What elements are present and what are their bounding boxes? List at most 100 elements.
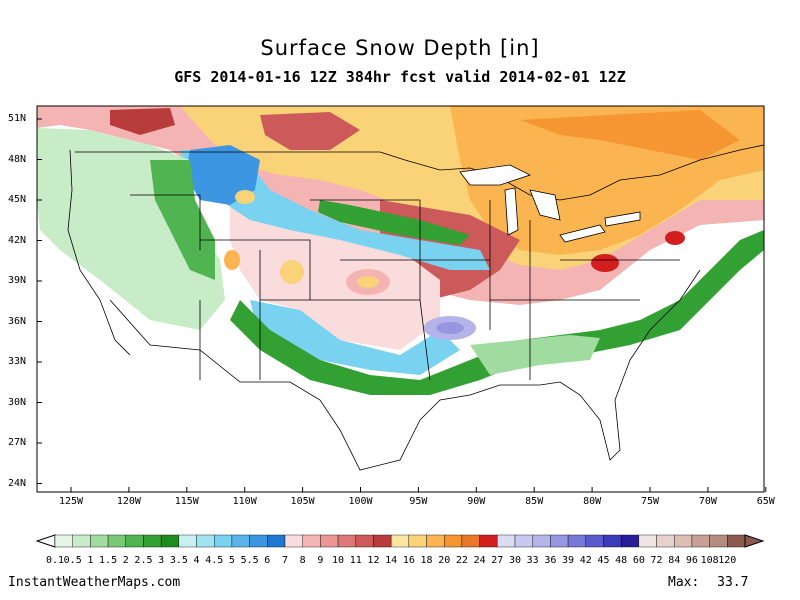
colorbar-swatch bbox=[727, 534, 746, 548]
lon-label: 105W bbox=[290, 496, 315, 507]
lat-ticks bbox=[37, 118, 42, 484]
colorbar-label: 6 bbox=[264, 555, 271, 566]
snow-region-green-streak bbox=[318, 200, 470, 245]
lon-label: 65W bbox=[756, 496, 775, 507]
colorbar-swatch bbox=[479, 534, 498, 548]
snow-blob-pa bbox=[665, 231, 685, 245]
colorbar-swatch bbox=[337, 534, 356, 548]
colorbar-label: 9 bbox=[317, 555, 324, 566]
colorbar-swatch bbox=[638, 534, 657, 548]
lat-label: 27N bbox=[8, 437, 27, 448]
snow-region-blue-south bbox=[250, 300, 460, 375]
colorbar-label: 108 bbox=[700, 555, 719, 566]
colorbar-swatch bbox=[603, 534, 622, 548]
colorbar-arrow-left bbox=[35, 534, 56, 548]
lat-label: 45N bbox=[8, 194, 27, 205]
colorbar-label: 2.5 bbox=[134, 555, 153, 566]
colorbar-swatch bbox=[355, 534, 374, 548]
colorbar-label: 1.5 bbox=[99, 555, 118, 566]
colorbar-arrow-right bbox=[744, 534, 765, 548]
colorbar-swatch bbox=[249, 534, 268, 548]
lake-erie bbox=[559, 224, 606, 243]
lat-label: 39N bbox=[8, 275, 27, 286]
snow-region-dark-red-2 bbox=[110, 108, 175, 135]
snow-depth-field bbox=[37, 106, 764, 395]
lon-label: 85W bbox=[525, 496, 544, 507]
colorbar-label: 39 bbox=[562, 555, 575, 566]
colorbar-label: 1 bbox=[87, 555, 94, 566]
colorbar-label: 120 bbox=[718, 555, 737, 566]
lat-label: 30N bbox=[8, 396, 27, 408]
site-credit[interactable]: InstantWeatherMaps.com bbox=[8, 575, 181, 590]
colorbar-label: 27 bbox=[491, 555, 504, 566]
colorbar-label: 36 bbox=[544, 555, 557, 566]
state-line-2 bbox=[200, 239, 311, 300]
colorbar-swatch bbox=[656, 534, 675, 548]
colorbar-label: 3.5 bbox=[169, 555, 188, 566]
lat-label: 51N bbox=[8, 113, 27, 124]
colorbar-label: 24 bbox=[473, 555, 486, 566]
colorbar-swatch bbox=[585, 534, 604, 548]
lon-label: 80W bbox=[583, 496, 602, 507]
colorbar-swatch bbox=[302, 534, 321, 548]
colorbar-swatch bbox=[214, 534, 233, 548]
colorbar-swatch bbox=[532, 534, 551, 548]
state-line-3 bbox=[310, 199, 421, 300]
colorbar-swatch bbox=[267, 534, 286, 548]
colorbar-label: 0.5 bbox=[63, 555, 82, 566]
chart-subtitle: GFS 2014-01-16 12Z 384hr fcst valid 2014… bbox=[174, 68, 626, 86]
snow-blob-kansas-core bbox=[357, 276, 379, 288]
colorbar-swatch bbox=[231, 534, 250, 548]
max-value: 33.7 bbox=[717, 575, 749, 590]
colorbar-swatch bbox=[709, 534, 728, 548]
colorbar-swatch bbox=[567, 534, 586, 548]
colorbar-label: 5.5 bbox=[240, 555, 259, 566]
map-border bbox=[36, 105, 765, 493]
colorbar-swatch bbox=[160, 534, 180, 548]
lon-label: 115W bbox=[174, 496, 199, 507]
lon-label: 90W bbox=[467, 496, 486, 507]
great-lakes bbox=[459, 164, 641, 243]
lake-michigan bbox=[504, 187, 519, 236]
lon-label: 75W bbox=[640, 496, 660, 507]
state-line-6 bbox=[419, 299, 431, 381]
snow-blob-utah bbox=[224, 250, 240, 270]
snow-region-green-mid bbox=[150, 160, 215, 280]
colorbar-label: 45 bbox=[597, 555, 610, 566]
snow-region-gulf-green bbox=[470, 335, 600, 375]
colorbar-swatch bbox=[54, 534, 73, 548]
colorbar-label: 30 bbox=[508, 555, 522, 566]
colorbar-swatch bbox=[426, 534, 445, 548]
colorbar-swatch bbox=[408, 534, 427, 548]
lat-label: 36N bbox=[8, 315, 27, 327]
colorbar-label: 3 bbox=[158, 555, 165, 566]
colorbar-swatch bbox=[514, 534, 533, 548]
colorbar-label: 42 bbox=[579, 555, 592, 566]
colorbar-label: 10 bbox=[332, 555, 345, 566]
colorbar-swatch bbox=[284, 534, 303, 548]
colorbar-label: 8 bbox=[299, 555, 306, 566]
lat-label: 33N bbox=[8, 356, 27, 367]
colorbar-label: 33 bbox=[526, 555, 539, 566]
colorbar-swatch bbox=[107, 534, 126, 548]
snow-region-northeast-red bbox=[520, 110, 740, 160]
colorbar-swatch bbox=[72, 534, 91, 548]
colorbar-swatch bbox=[143, 534, 162, 548]
colorbar-label: 12 bbox=[367, 555, 380, 566]
colorbar-swatch bbox=[550, 534, 569, 548]
colorbar-label: 2 bbox=[122, 555, 129, 566]
colorbar-swatch bbox=[444, 534, 463, 548]
snow-region-plains-pink bbox=[230, 205, 440, 350]
colorbar-label: 14 bbox=[385, 555, 398, 566]
lon-label: 70W bbox=[698, 496, 717, 507]
snow-blob-wyoming bbox=[235, 190, 255, 204]
colorbar-label: 16 bbox=[402, 555, 415, 566]
colorbar-label: 4.5 bbox=[205, 555, 224, 566]
snow-region-blue-band bbox=[180, 150, 490, 270]
colorbar-label: 48 bbox=[615, 555, 628, 566]
colorbar-label: 4 bbox=[193, 555, 200, 566]
colorbar-label: 7 bbox=[281, 555, 289, 566]
snow-region-blue-west bbox=[185, 145, 260, 205]
colorbar-label: 96 bbox=[685, 555, 698, 566]
